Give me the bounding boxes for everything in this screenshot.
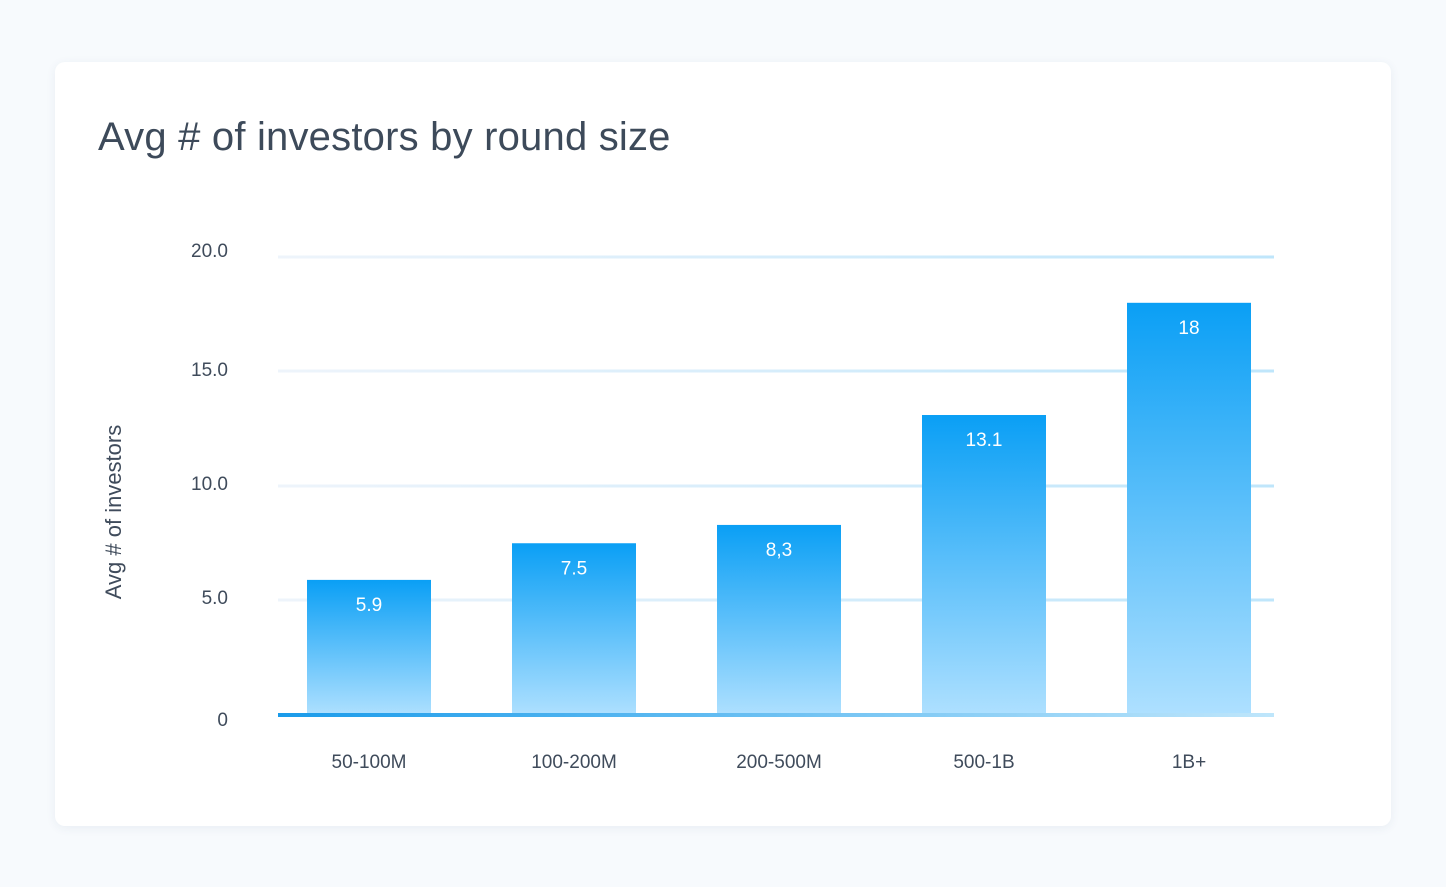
bar [1127, 302, 1251, 715]
gridline [278, 369, 1274, 373]
x-tick-label: 100-200M [531, 752, 617, 773]
bar-value-label: 18 [1178, 318, 1199, 339]
gridline [278, 484, 1274, 488]
x-tick-label: 1B+ [1172, 752, 1206, 773]
y-tick-label: 10.0 [191, 474, 228, 495]
chart-title: Avg # of investors by round size [98, 115, 671, 159]
bar-value-label: 7.5 [561, 558, 587, 579]
y-axis-title: Avg # of investors [101, 425, 126, 599]
x-axis-baseline [278, 713, 1274, 717]
x-tick-label: 50-100M [332, 752, 407, 773]
bar [717, 524, 841, 715]
bar-value-label: 8,3 [766, 540, 792, 561]
bar [512, 543, 636, 715]
y-tick-label: 20.0 [191, 241, 228, 262]
bar [307, 579, 431, 715]
bar-value-label: 5.9 [356, 595, 382, 616]
bar [922, 415, 1046, 715]
y-tick-label: 5.0 [202, 588, 228, 609]
bar-value-label: 13.1 [966, 430, 1003, 451]
x-tick-label: 500-1B [953, 752, 1014, 773]
y-tick-label: 0 [217, 710, 228, 731]
gridline [278, 255, 1274, 259]
y-tick-label: 15.0 [191, 360, 228, 381]
x-tick-label: 200-500M [736, 752, 822, 773]
